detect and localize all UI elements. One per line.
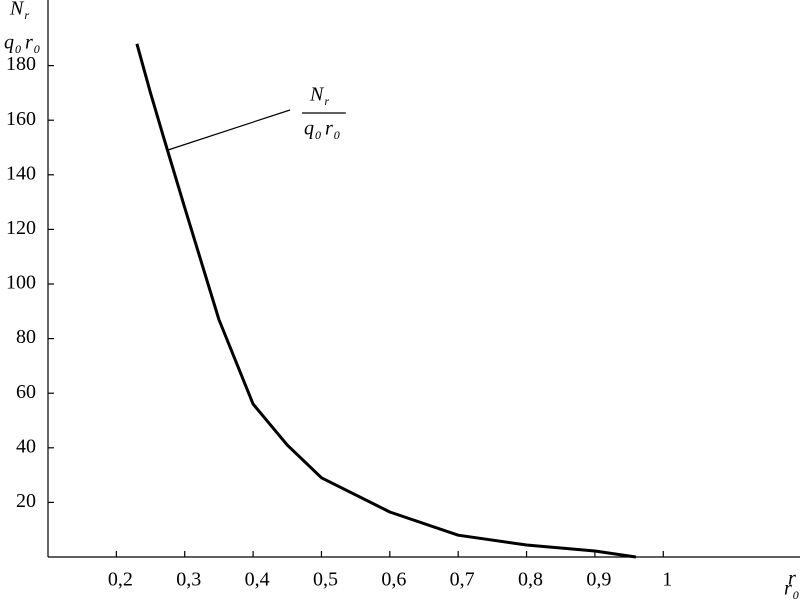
label-numerator: N — [9, 0, 25, 20]
x-tick-label: 0,7 — [450, 569, 475, 591]
label-denominator: q — [4, 32, 14, 54]
label-denominator: r — [325, 118, 333, 140]
label-numerator: N — [309, 84, 325, 106]
x-tick-label: 0,4 — [245, 569, 270, 591]
y-tick-label: 140 — [6, 162, 36, 184]
x-label-denominator-sub: 0 — [793, 588, 799, 602]
label-numerator-sub: r — [24, 8, 29, 22]
x-tick-label: 0,6 — [381, 569, 406, 591]
annotation-leader — [167, 109, 291, 151]
y-tick-label: 100 — [6, 272, 36, 294]
y-tick-label: 120 — [6, 217, 36, 239]
y-tick-label: 40 — [16, 435, 36, 457]
label-denominator: r — [25, 32, 33, 54]
y-tick-label: 80 — [16, 326, 36, 348]
y-tick-label: 60 — [16, 381, 36, 403]
x-label-denominator: r — [784, 578, 792, 600]
x-label-numerator: r — [788, 568, 796, 590]
x-tick-label: 0,9 — [586, 569, 611, 591]
data-line — [135, 43, 637, 559]
label-denominator: q — [304, 118, 314, 140]
label-denominator-sub: 0 — [315, 128, 321, 142]
x-tick-label: 1 — [662, 569, 672, 591]
label-denominator-sub: 0 — [34, 42, 40, 56]
x-tick-label: 0,5 — [313, 569, 338, 591]
label-denominator-sub: 0 — [334, 128, 340, 142]
label-denominator-sub: 0 — [15, 42, 21, 56]
label-numerator-sub: r — [324, 94, 329, 108]
x-tick-label: 0,8 — [518, 569, 543, 591]
y-tick-label: 180 — [6, 53, 36, 75]
y-tick-label: 160 — [6, 108, 36, 130]
y-tick-label: 20 — [16, 490, 36, 512]
x-tick-label: 0,2 — [108, 569, 133, 591]
x-tick-label: 0,3 — [176, 569, 201, 591]
